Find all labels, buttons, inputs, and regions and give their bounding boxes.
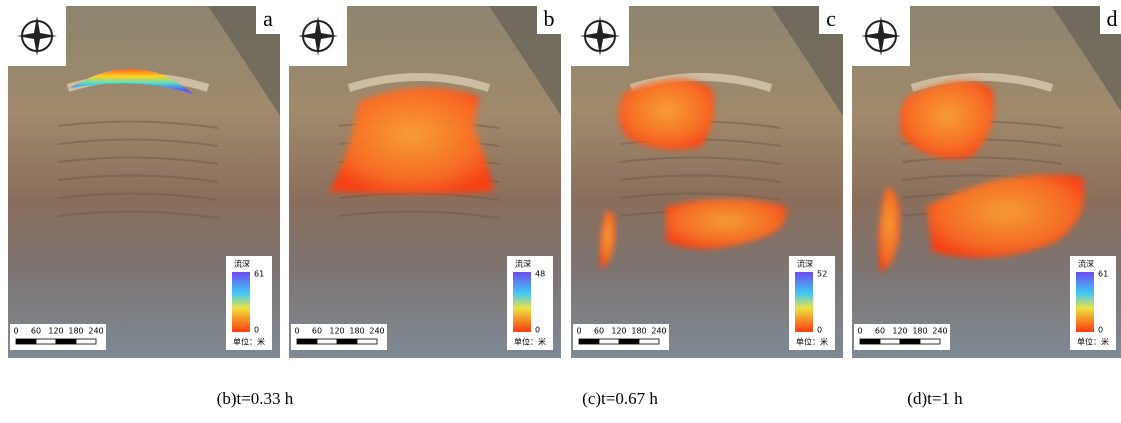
map-panel: d 流深 61 0 单位：米 0 60 120 180 240 <box>852 6 1121 358</box>
scale-segment <box>639 339 659 344</box>
scale-segment <box>619 339 639 344</box>
legend-title: 流深 <box>1078 259 1094 269</box>
scale-label: 120 <box>48 327 63 336</box>
scale-label: 180 <box>912 327 927 336</box>
scale-segment <box>599 339 619 344</box>
scale-segment <box>317 339 337 344</box>
scale-segment <box>920 339 940 344</box>
scale-label: 60 <box>312 327 322 336</box>
panel-letter: c <box>826 6 836 31</box>
legend-max: 61 <box>254 270 264 279</box>
legend-min: 0 <box>254 326 259 335</box>
scale-label: 180 <box>349 327 364 336</box>
legend-title: 流深 <box>234 259 250 269</box>
legend-min: 0 <box>817 326 822 335</box>
legend-min: 0 <box>1098 326 1103 335</box>
scale-label: 0 <box>13 327 18 336</box>
map-panel: c 流深 52 0 单位：米 0 60 120 180 240 <box>571 6 843 358</box>
scale-label: 60 <box>594 327 604 336</box>
legend-max: 61 <box>1098 270 1108 279</box>
scale-segment <box>900 339 920 344</box>
scale-segment <box>337 339 357 344</box>
legend-unit: 单位：米 <box>796 337 828 347</box>
legend-colorbar <box>1076 272 1094 332</box>
legend-colorbar <box>232 272 250 332</box>
panel-letter: a <box>263 6 273 31</box>
scale-segment <box>880 339 900 344</box>
legend-colorbar <box>795 272 813 332</box>
scale-label: 240 <box>651 327 666 336</box>
scale-segment <box>76 339 96 344</box>
scale-label: 180 <box>631 327 646 336</box>
scale-label: 60 <box>31 327 41 336</box>
scale-label: 0 <box>857 327 862 336</box>
scale-segment <box>297 339 317 344</box>
scale-segment <box>16 339 36 344</box>
scale-label: 0 <box>294 327 299 336</box>
panel-letter: d <box>1107 6 1118 31</box>
scale-label: 120 <box>892 327 907 336</box>
scale-segment <box>357 339 377 344</box>
legend-min: 0 <box>535 326 540 335</box>
flow-depth <box>619 79 715 150</box>
scale-label: 240 <box>369 327 384 336</box>
legend-unit: 单位：米 <box>1077 337 1109 347</box>
panel-caption: (d)t=1 h <box>907 389 963 408</box>
panel-caption: (c)t=0.67 h <box>582 389 658 408</box>
scale-label: 180 <box>68 327 83 336</box>
legend-max: 52 <box>817 270 827 279</box>
scale-segment <box>56 339 76 344</box>
map-panel: a 流深 61 0 单位：米 0 60 120 180 240 <box>8 6 280 358</box>
scale-segment <box>860 339 880 344</box>
panel-caption: (b)t=0.33 h <box>217 389 294 408</box>
scale-segment <box>579 339 599 344</box>
legend-title: 流深 <box>515 259 531 269</box>
figure: a 流深 61 0 单位：米 0 60 120 180 240 b 流深 48 0 单位：米 0 60 120 18… <box>0 0 1121 418</box>
scale-segment <box>36 339 56 344</box>
scale-label: 240 <box>88 327 103 336</box>
legend-title: 流深 <box>797 259 813 269</box>
scale-label: 120 <box>611 327 626 336</box>
map-panel: b 流深 48 0 单位：米 0 60 120 180 240 <box>289 6 561 358</box>
scale-label: 0 <box>576 327 581 336</box>
scale-label: 240 <box>932 327 947 336</box>
panel-letter: b <box>544 6 555 31</box>
scale-label: 120 <box>329 327 344 336</box>
scale-label: 60 <box>875 327 885 336</box>
legend-colorbar <box>513 272 531 332</box>
legend-unit: 单位：米 <box>514 337 546 347</box>
legend-max: 48 <box>535 270 545 279</box>
legend-unit: 单位：米 <box>233 337 265 347</box>
